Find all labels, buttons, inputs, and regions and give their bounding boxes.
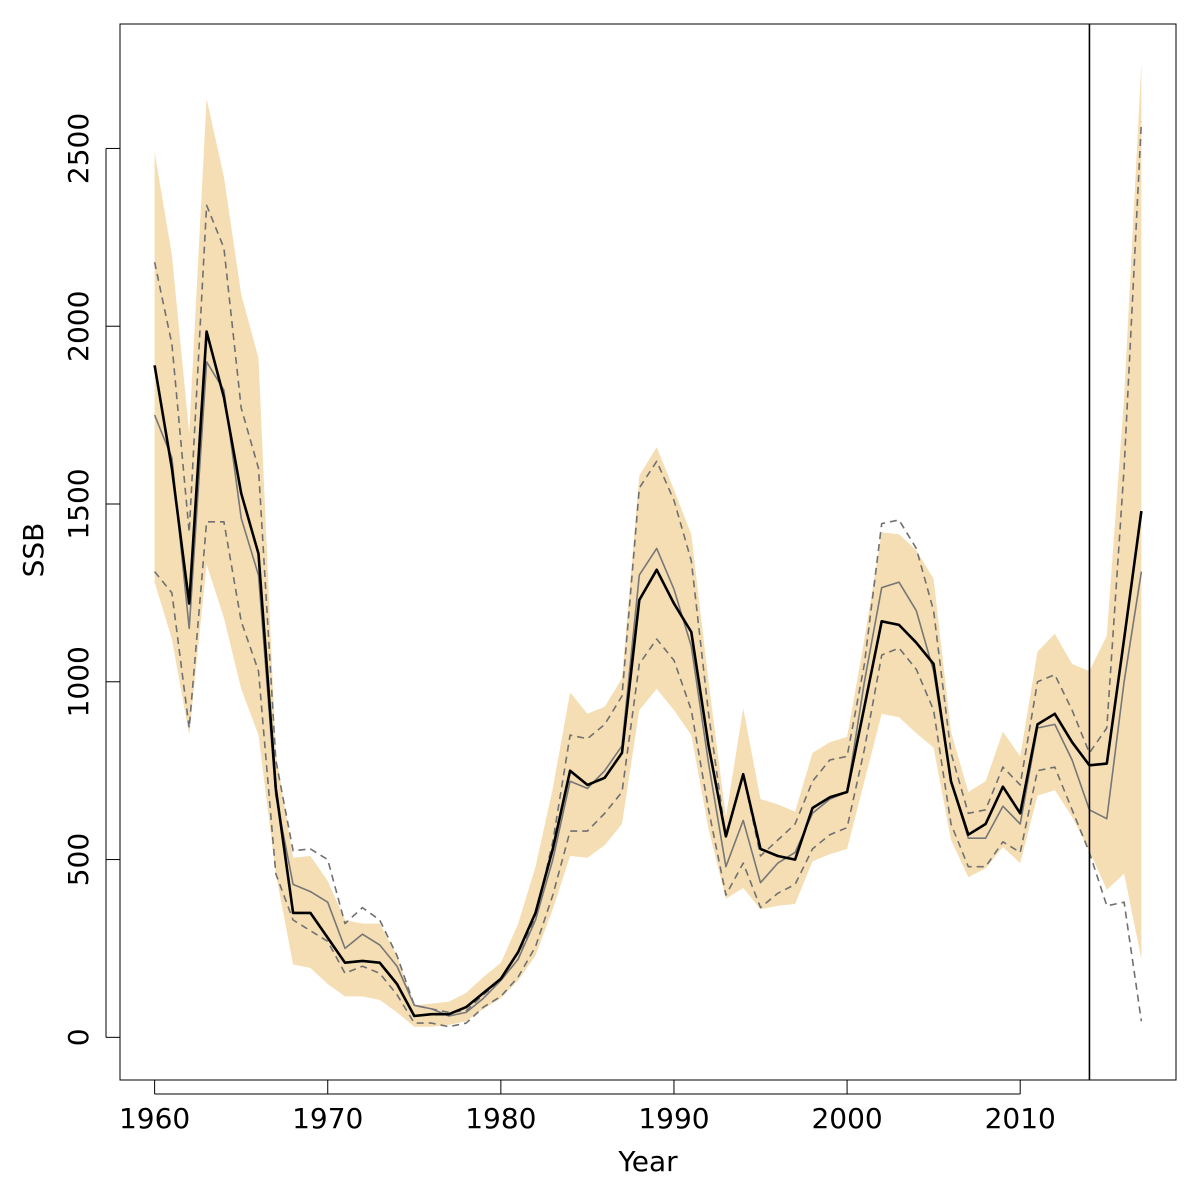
- y-tick-label: 2500: [62, 113, 95, 184]
- y-tick-label: 2000: [62, 291, 95, 362]
- x-tick-label: 2000: [811, 1102, 882, 1135]
- series-line-lower-dashed: [153, 520, 1143, 1028]
- y-tick-label: 1000: [62, 646, 95, 717]
- x-tick-label: 1980: [465, 1102, 536, 1135]
- series-line-alt: [153, 360, 1143, 1017]
- plot-frame: [119, 23, 1177, 1081]
- x-axis-title: Year: [617, 1145, 678, 1178]
- y-tick-label: 500: [62, 833, 95, 886]
- x-tick-label: 1990: [638, 1102, 709, 1135]
- series-line-upper-dashed: [153, 121, 1143, 1014]
- y-axis-title: SSB: [17, 523, 50, 578]
- series-line-main: [153, 330, 1143, 1018]
- x-tick-label: 1970: [292, 1102, 363, 1135]
- confidence-band: [154, 63, 1142, 1027]
- x-tick-label: 2010: [985, 1102, 1056, 1135]
- y-tick-label: 0: [62, 1028, 95, 1046]
- x-tick-label: 1960: [119, 1102, 190, 1135]
- y-tick-label: 1500: [62, 468, 95, 539]
- axes-layer: 1960 1970 1980 1990 2000 2010 0 500 1000 1500 2000…: [62, 23, 1177, 1135]
- plot-layer: [153, 24, 1143, 1080]
